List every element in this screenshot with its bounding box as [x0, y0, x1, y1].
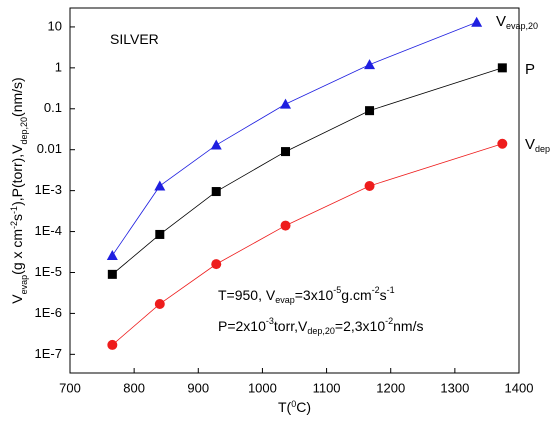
series-label: P	[525, 61, 535, 78]
text-part: -2	[9, 221, 19, 229]
marker	[281, 147, 291, 157]
x-tick-label: 700	[59, 380, 81, 395]
text-part: V	[525, 136, 535, 153]
text-part: =3x10	[295, 287, 334, 303]
marker	[280, 98, 292, 109]
x-axis-label: T(0C)	[278, 399, 311, 415]
annotation: P=2x10-3torr,Vdep,20=2,3x10-2nm/s	[218, 316, 423, 336]
marker	[154, 180, 166, 191]
x-tick-label: 1200	[376, 380, 405, 395]
y-tick-label: 1E-5	[35, 264, 62, 279]
text-part: dep,20	[19, 117, 29, 145]
x-tick-label: 800	[123, 380, 145, 395]
series-line	[112, 21, 477, 256]
marker	[211, 259, 222, 270]
text-part: P=2x10	[218, 318, 266, 334]
series-line	[112, 67, 503, 275]
marker	[107, 339, 118, 350]
text-part: nm/s	[393, 318, 423, 334]
y-tick-label: 0.1	[44, 100, 62, 115]
marker	[106, 250, 118, 261]
marker	[497, 138, 508, 149]
y-tick-label: 1E-3	[35, 182, 62, 197]
marker	[280, 220, 291, 231]
marker	[211, 187, 221, 197]
annotation: SILVER	[110, 31, 159, 47]
text-part: dep,20	[535, 144, 550, 154]
text-part: T=950, V	[218, 287, 276, 303]
text-part: T(	[278, 399, 292, 415]
marker	[365, 106, 375, 116]
text-part: C)	[296, 399, 311, 415]
y-tick-label: 1E-4	[35, 223, 62, 238]
annotation: T=950, Vevap=3x10-5g.cm-2s-1	[218, 285, 395, 305]
x-tick-label: 1400	[505, 380, 534, 395]
series-label: Vevap,20	[496, 13, 538, 31]
x-tick-label: 1000	[248, 380, 277, 395]
y-axis-label: Vevap(g x cm-2s-1),P(torr),Vdep,20(nm/s)	[9, 77, 29, 303]
text-part: -2	[385, 316, 393, 326]
text-part: =2,3x10	[335, 318, 385, 334]
text-part: (g x cm	[9, 229, 25, 275]
marker	[155, 229, 165, 239]
text-part: V	[496, 13, 506, 30]
text-part: ),P(torr),V	[9, 144, 25, 206]
marker	[364, 180, 375, 191]
text-part: dep,20	[307, 326, 335, 336]
text-part: -3	[266, 316, 274, 326]
x-tick-label: 1300	[440, 380, 469, 395]
text-part: s	[9, 214, 25, 221]
text-part: P	[525, 61, 535, 78]
marker	[364, 59, 376, 70]
text-part: g.cm	[341, 287, 371, 303]
x-tick-label: 900	[187, 380, 209, 395]
y-tick-label: 0.01	[37, 141, 62, 156]
y-tick-label: 1	[55, 59, 62, 74]
text-part: 0	[291, 399, 296, 409]
text-part: -5	[333, 285, 341, 295]
text-part: torr,V	[274, 318, 308, 334]
marker	[107, 269, 117, 279]
text-part: -1	[9, 206, 19, 214]
y-tick-label: 1E-6	[35, 305, 62, 320]
text-part: evap	[275, 295, 295, 305]
marker	[210, 139, 222, 150]
series-line	[112, 143, 503, 346]
marker	[471, 16, 483, 27]
text-part: V	[9, 294, 25, 304]
text-part: evap	[19, 275, 29, 295]
series-label: Vdep,20	[525, 136, 550, 154]
text-part: s	[380, 287, 387, 303]
text-part: -1	[387, 285, 395, 295]
marker	[497, 63, 507, 73]
text-part: (nm/s)	[9, 77, 25, 117]
y-tick-label: 1E-7	[35, 346, 62, 361]
marker	[154, 298, 165, 309]
text-part: -2	[372, 285, 380, 295]
text-part: SILVER	[110, 31, 159, 47]
text-part: evap,20	[506, 21, 538, 31]
x-tick-label: 1100	[313, 380, 341, 395]
y-tick-label: 10	[48, 18, 62, 33]
